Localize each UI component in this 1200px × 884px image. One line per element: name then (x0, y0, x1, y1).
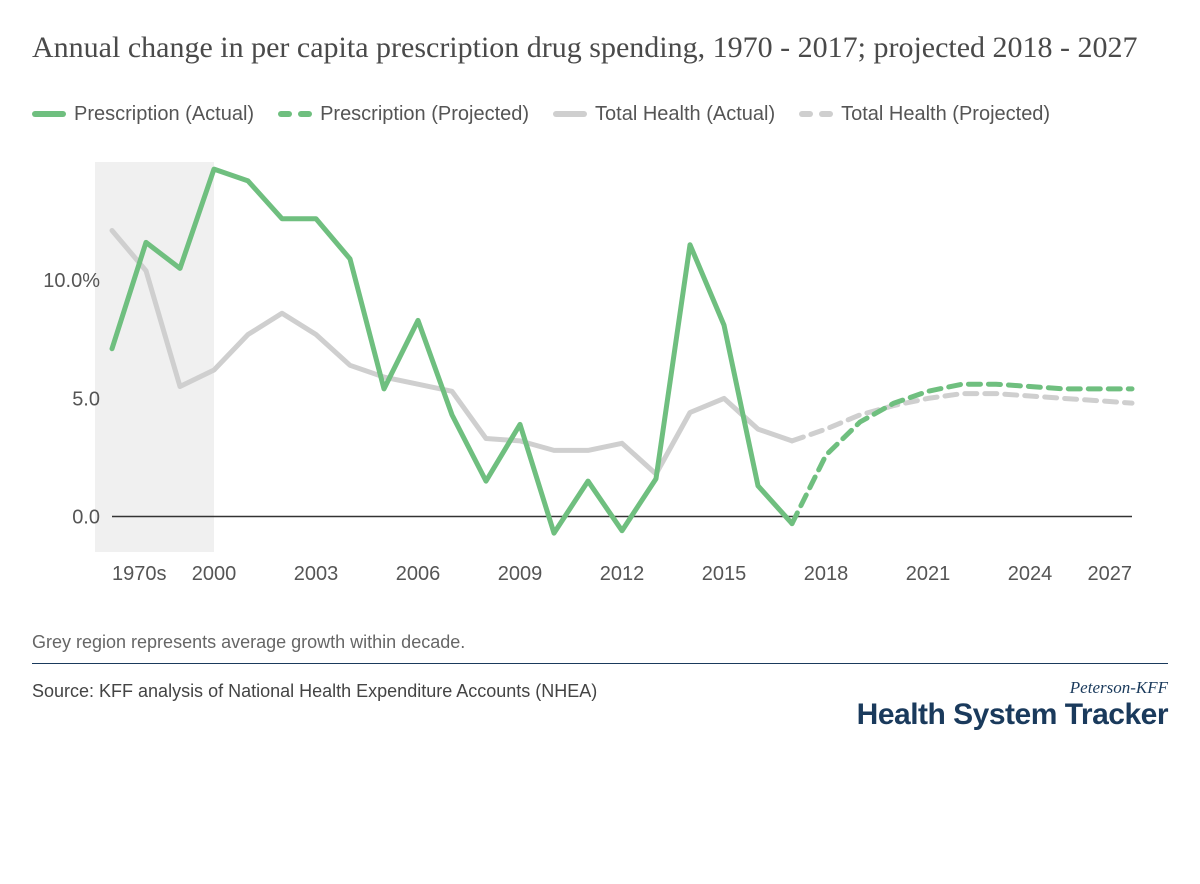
x-tick-label: 1970s (112, 563, 167, 585)
x-tick-label: 2000 (192, 563, 237, 585)
logo: Peterson-KFF Health System Tracker (857, 678, 1168, 732)
x-tick-label: 2012 (600, 563, 645, 585)
legend-label: Prescription (Projected) (320, 94, 529, 134)
legend-item: Total Health (Actual) (553, 94, 775, 134)
logo-bottom: Health System Tracker (857, 698, 1168, 732)
legend-swatch (32, 111, 66, 117)
legend-item: Total Health (Projected) (799, 94, 1050, 134)
x-tick-label: 2009 (498, 563, 543, 585)
x-tick-label: 2003 (294, 563, 339, 585)
legend-label: Total Health (Actual) (595, 94, 775, 134)
x-tick-label: 2018 (804, 563, 849, 585)
source-text: Source: KFF analysis of National Health … (32, 678, 597, 705)
chart-area: 0.0 5.0 10.0% 1970s 2000 2003 2006 2009 2012 2015… (32, 152, 1168, 602)
chart-title: Annual change in per capita prescription… (32, 28, 1168, 69)
logo-top: Peterson-KFF (857, 678, 1168, 698)
x-tick-label: 2027 (1088, 563, 1133, 585)
legend-swatch (799, 111, 833, 117)
x-tick-label: 2021 (906, 563, 951, 585)
x-tick-label: 2015 (702, 563, 747, 585)
line-chart: 0.0 5.0 10.0% 1970s 2000 2003 2006 2009 2012 2015… (32, 152, 1152, 592)
series-prescription_projected (792, 384, 1132, 523)
x-tick-label: 2006 (396, 563, 441, 585)
legend: Prescription (Actual) Prescription (Proje… (32, 91, 1168, 134)
legend-swatch (278, 111, 312, 117)
legend-item: Prescription (Projected) (278, 94, 529, 134)
series-total_health_projected (792, 393, 1132, 440)
y-tick-label: 10.0% (43, 270, 100, 292)
legend-item: Prescription (Actual) (32, 94, 254, 134)
legend-label: Total Health (Projected) (841, 94, 1050, 134)
y-tick-label: 0.0 (72, 506, 100, 528)
footer: Source: KFF analysis of National Health … (32, 678, 1168, 732)
x-tick-label: 2024 (1008, 563, 1053, 585)
legend-label: Prescription (Actual) (74, 94, 254, 134)
chart-note: Grey region represents average growth wi… (32, 632, 1168, 664)
legend-swatch (553, 111, 587, 117)
y-tick-label: 5.0 (72, 388, 100, 410)
